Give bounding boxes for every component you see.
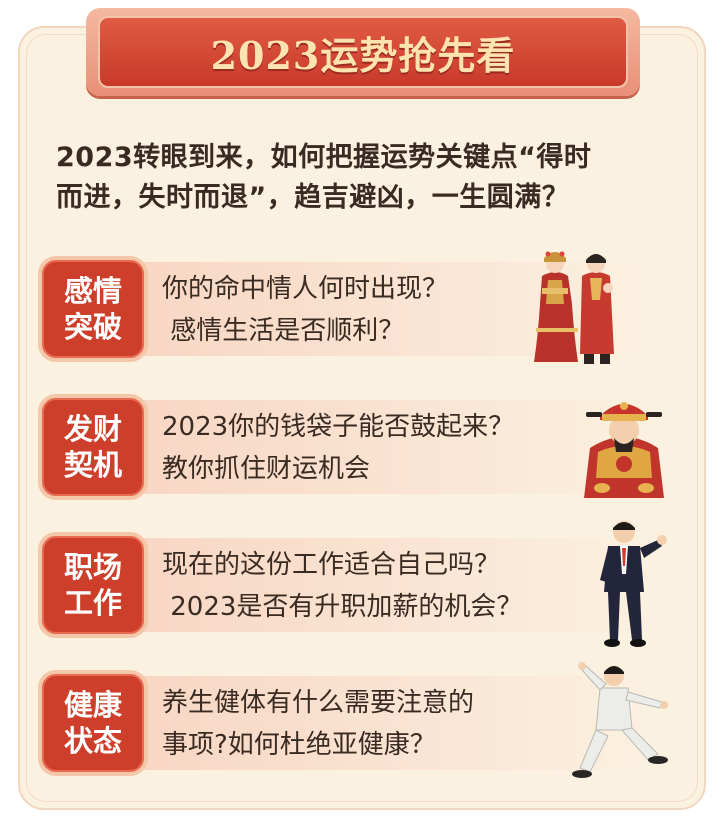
tag-line-2: 工作 xyxy=(63,586,122,620)
section-tag: 发财 契机 xyxy=(38,394,148,500)
desc-line-1: 养生健体有什么需要注意的 xyxy=(162,688,475,718)
tag-line-2: 突破 xyxy=(63,310,122,344)
section-description: 现在的这份工作适合自己吗？ 2023是否有升职加薪的机会？ xyxy=(162,544,602,628)
section-tag: 职场 工作 xyxy=(38,532,148,638)
section-health: 健康 状态 养生健体有什么需要注意的 事项?如何杜绝亚健康？ xyxy=(38,670,678,778)
businessman-icon xyxy=(600,521,667,647)
section-career: 职场 工作 现在的这份工作适合自己吗？ 2023是否有升职加薪的机会？ xyxy=(38,532,678,640)
section-background xyxy=(88,676,648,770)
section-tag: 健康 状态 xyxy=(38,670,148,776)
section-wealth: 发财 契机 2023你的钱袋子能否鼓起来？ 教你抓住财运机会 xyxy=(38,394,678,502)
desc-line-1: 现在的这份工作适合自己吗？ xyxy=(162,550,501,580)
section-description: 你的命中情人何时出现？ 感情生活是否顺利？ xyxy=(162,268,602,352)
desc-line-1: 你的命中情人何时出现？ xyxy=(162,274,449,304)
desc-line-2: 2023是否有升职加薪的机会？ xyxy=(162,592,523,622)
section-background xyxy=(88,400,648,494)
tag-line-1: 发财 xyxy=(63,412,122,446)
desc-line-2: 感情生活是否顺利？ xyxy=(162,316,405,346)
section-tag: 感情 突破 xyxy=(38,256,148,362)
section-background xyxy=(88,538,648,632)
tag-line-1: 职场 xyxy=(63,550,122,584)
wedding-couple-icon xyxy=(534,251,614,364)
tai-chi-icon xyxy=(572,662,668,778)
desc-line-2: 教你抓住财运机会 xyxy=(162,454,371,484)
intro-text: 2023转眼到来，如何把握运势关键点“得时 而进，失时而退”，趋吉避凶，一生圆满… xyxy=(56,138,686,218)
section-love: 感情 突破 你的命中情人何时出现？ 感情生活是否顺利？ xyxy=(38,256,678,364)
desc-line-1: 2023你的钱袋子能否鼓起来？ xyxy=(162,412,515,442)
tag-line-2: 契机 xyxy=(63,448,122,482)
tag-line-1: 健康 xyxy=(63,688,122,722)
section-description: 2023你的钱袋子能否鼓起来？ 教你抓住财运机会 xyxy=(162,406,602,490)
title-banner-face xyxy=(98,16,628,88)
page-title: 2023运势抢先看 xyxy=(210,32,516,78)
intro-line-2: 而进，失时而退”，趋吉避凶，一生圆满？ xyxy=(56,182,570,213)
tag-line-2: 状态 xyxy=(63,724,122,758)
section-description: 养生健体有什么需要注意的 事项?如何杜绝亚健康？ xyxy=(162,682,602,766)
desc-line-2: 事项?如何杜绝亚健康？ xyxy=(162,730,436,760)
tag-line-1: 感情 xyxy=(63,274,122,308)
intro-line-1: 2023转眼到来，如何把握运势关键点“得时 xyxy=(56,142,592,173)
god-of-wealth-icon xyxy=(584,402,664,498)
